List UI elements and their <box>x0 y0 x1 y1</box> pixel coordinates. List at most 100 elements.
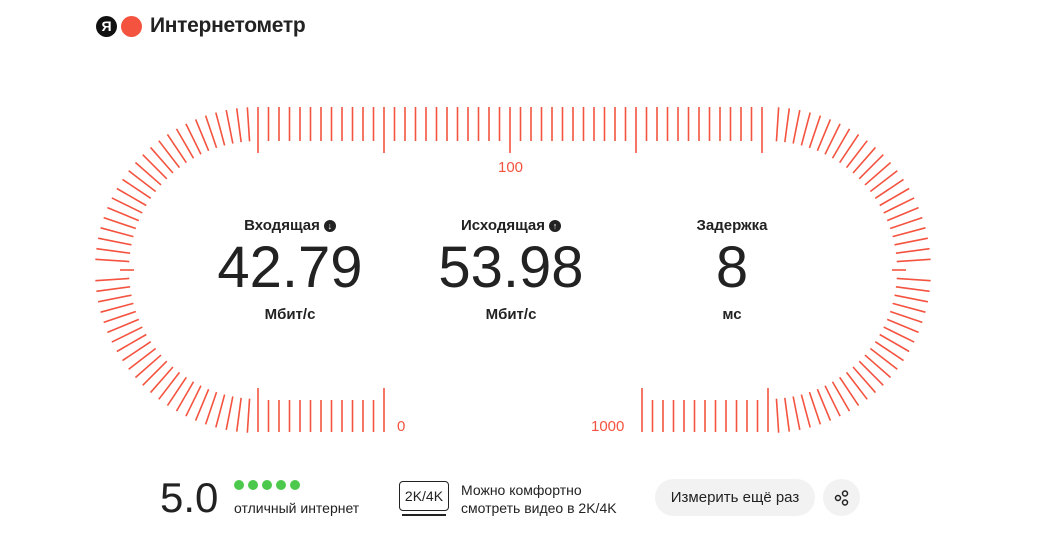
tick <box>775 107 780 142</box>
tick <box>134 161 162 186</box>
tick <box>134 354 162 379</box>
tick <box>128 347 157 370</box>
video-line-1: Можно комфортно <box>461 482 582 498</box>
tick <box>874 178 904 199</box>
tick <box>864 161 892 186</box>
tick <box>128 170 157 193</box>
tick <box>185 385 202 417</box>
tick <box>889 310 923 324</box>
tick <box>886 318 919 334</box>
upload-label: Исходящая <box>460 217 546 234</box>
tick <box>100 302 134 313</box>
video-description: Можно комфортно смотреть видео в 2K/4K <box>461 481 617 517</box>
tick <box>852 146 877 174</box>
retest-button[interactable]: Измерить ещё раз <box>655 479 815 516</box>
tick <box>204 115 218 149</box>
scale-label-1000: 1000 <box>591 418 625 435</box>
tick <box>824 123 841 155</box>
latency-unit: мс <box>722 306 742 323</box>
tick <box>869 170 898 193</box>
tick <box>831 128 851 159</box>
tick <box>784 108 791 143</box>
tick <box>808 115 822 149</box>
tick <box>816 388 832 421</box>
tick <box>142 154 168 180</box>
tick <box>883 197 915 214</box>
app-title: Интернетометр <box>150 14 306 37</box>
tick <box>215 112 226 146</box>
tick <box>100 227 134 238</box>
tick <box>896 277 931 282</box>
tick <box>886 206 919 222</box>
tick <box>839 134 860 164</box>
tick <box>103 310 137 324</box>
tick <box>204 391 218 425</box>
tick <box>246 107 251 142</box>
latency-value: 8 <box>715 235 749 300</box>
tick <box>96 286 131 293</box>
latency-metric: Задержка 8 мс <box>632 217 832 323</box>
tick <box>116 187 147 207</box>
tick <box>896 258 931 263</box>
tick <box>895 247 930 254</box>
tick <box>122 178 152 199</box>
rating-text: отличный интернет <box>234 500 360 516</box>
tick <box>831 381 851 412</box>
tick <box>808 391 822 425</box>
tick <box>103 216 137 230</box>
internetometer-sun-icon <box>121 15 142 37</box>
upload-metric: Исходящая ↑ 53.98 Мбит/с <box>411 217 611 323</box>
rating-dots <box>234 480 300 490</box>
tick <box>845 371 868 400</box>
arrow-down-circle-icon: ↓ <box>323 219 336 232</box>
rating-dot <box>248 480 258 490</box>
tick <box>166 376 187 406</box>
tick <box>879 187 910 207</box>
tick <box>107 318 140 334</box>
tick <box>142 360 168 386</box>
tick <box>894 237 929 246</box>
tick <box>824 385 841 417</box>
tick <box>839 376 860 406</box>
tick <box>892 227 926 238</box>
logo[interactable]: Я Интернетометр <box>96 14 306 38</box>
rating-score: 5.0 <box>160 474 219 521</box>
tick <box>784 397 791 432</box>
video-quality-badge: 2K/4K <box>399 481 449 511</box>
tick <box>792 396 801 431</box>
tick <box>175 381 195 412</box>
tick <box>158 140 181 169</box>
tick <box>800 394 811 428</box>
tick <box>889 216 923 230</box>
tick <box>166 134 187 164</box>
download-label: Входящая <box>244 217 320 234</box>
tick <box>852 366 877 394</box>
tick <box>858 360 884 386</box>
tick <box>869 347 898 370</box>
tick <box>874 341 904 362</box>
tick <box>883 326 915 343</box>
tick <box>800 112 811 146</box>
arrow-up-circle-icon: ↑ <box>549 219 562 232</box>
tick <box>194 388 210 421</box>
tick <box>894 294 929 303</box>
download-value: 42.79 <box>217 235 363 300</box>
tick <box>97 237 132 246</box>
tick <box>775 398 780 433</box>
tick <box>116 333 147 353</box>
tick <box>185 123 202 155</box>
video-line-2: смотреть видео в 2K/4K <box>461 500 617 516</box>
tick <box>107 206 140 222</box>
tick <box>225 396 234 431</box>
tick <box>95 277 130 282</box>
tick <box>97 294 132 303</box>
upload-unit: Мбит/с <box>485 306 537 323</box>
latency-label: Задержка <box>696 217 768 234</box>
rating-dot <box>234 480 244 490</box>
tick <box>858 154 884 180</box>
download-unit: Мбит/с <box>264 306 316 323</box>
tick <box>225 109 234 144</box>
share-button[interactable] <box>823 479 860 516</box>
tick <box>892 302 926 313</box>
